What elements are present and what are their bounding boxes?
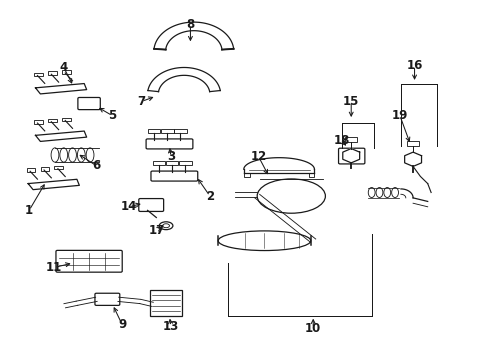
Text: 9: 9 <box>118 318 126 331</box>
Bar <box>34 73 43 76</box>
Bar <box>309 173 315 177</box>
Text: 6: 6 <box>92 159 100 172</box>
Polygon shape <box>343 149 360 163</box>
Text: 18: 18 <box>333 134 350 147</box>
Text: 15: 15 <box>343 95 359 108</box>
Text: 7: 7 <box>138 95 146 108</box>
Bar <box>244 173 249 177</box>
Text: 1: 1 <box>25 204 33 217</box>
Bar <box>148 129 160 133</box>
Bar <box>34 120 43 124</box>
Text: 12: 12 <box>250 150 267 163</box>
Polygon shape <box>405 152 421 166</box>
Bar <box>166 161 178 165</box>
Text: 5: 5 <box>108 109 117 122</box>
Bar <box>62 70 71 74</box>
Bar <box>48 119 57 122</box>
Polygon shape <box>35 131 87 141</box>
Text: 13: 13 <box>163 320 179 333</box>
Polygon shape <box>28 179 79 190</box>
Bar <box>27 168 35 172</box>
Text: 11: 11 <box>46 261 62 274</box>
Bar <box>179 161 192 165</box>
Polygon shape <box>35 84 87 94</box>
Bar <box>41 167 49 171</box>
Bar <box>54 166 63 170</box>
Bar <box>345 137 357 142</box>
Text: 2: 2 <box>206 190 214 203</box>
Bar <box>407 141 419 146</box>
Text: 19: 19 <box>392 109 408 122</box>
Bar <box>48 71 57 75</box>
Text: 4: 4 <box>60 61 68 74</box>
Bar <box>174 129 187 133</box>
Text: 8: 8 <box>186 18 195 31</box>
Bar <box>150 290 182 316</box>
Text: 16: 16 <box>406 59 423 72</box>
Bar <box>62 118 71 121</box>
Text: 14: 14 <box>121 200 137 213</box>
Text: 17: 17 <box>148 224 165 237</box>
Bar <box>153 161 165 165</box>
Text: 10: 10 <box>305 322 321 335</box>
Bar <box>161 129 173 133</box>
Text: 3: 3 <box>167 150 175 163</box>
